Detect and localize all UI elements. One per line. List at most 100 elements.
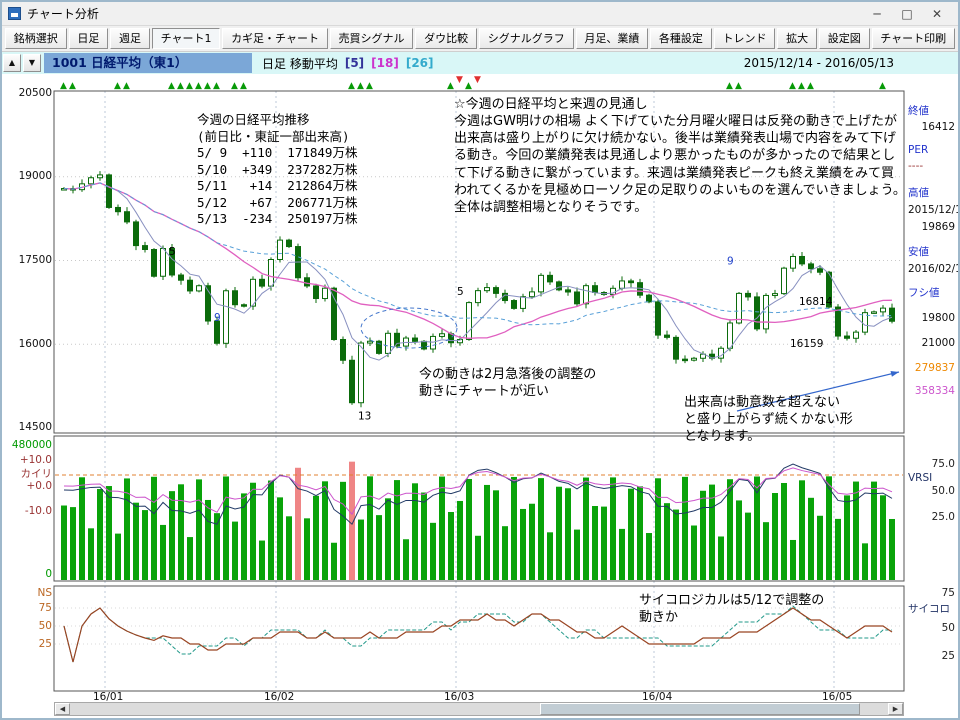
symbol-box[interactable]: 1001 日経平均（東1）	[44, 53, 252, 73]
svg-text:▲: ▲	[204, 81, 211, 91]
sidebar-value-label: 2015/12/18	[908, 204, 958, 216]
axis-label: NS	[37, 587, 52, 599]
svg-text:▲: ▲	[60, 81, 67, 91]
svg-text:▲: ▲	[348, 81, 355, 91]
svg-text:▲: ▲	[240, 81, 247, 91]
sidebar-value-label: 高値	[908, 187, 929, 199]
weekly-outlook: ☆今週の日経平均と来週の見通し 今週はGW明けの相場 よく下げていた分月曜火曜日…	[454, 97, 906, 215]
toolbar-button-10[interactable]: 各種設定	[650, 28, 712, 49]
svg-text:▲: ▲	[357, 81, 364, 91]
toolbar: 銘柄選択 日足 週足 チャート1 カギ足・チャート 売買シグナル ダウ比較 シグナルグラフ 月足…	[2, 26, 958, 52]
ma-period-label: [5]	[344, 56, 365, 70]
scroll-right-arrow-icon[interactable]: ▶	[888, 703, 903, 715]
axis-label: 14500	[18, 421, 52, 433]
svg-text:16/04: 16/04	[642, 691, 673, 703]
ma-legend: [5] [18] [26]	[338, 56, 434, 70]
chart-annotation-layer	[360, 307, 900, 412]
psychological-layer	[63, 605, 893, 663]
axis-label: 0	[45, 568, 52, 580]
pattern-note: 今の動きは2月急落後の調整の 動きにチャートが近い	[419, 367, 597, 400]
axis-label: 20500	[18, 87, 52, 99]
svg-text:▲: ▲	[789, 81, 796, 91]
axis-label: +10.0	[19, 454, 52, 466]
toolbar-button-6[interactable]: 売買シグナル	[329, 28, 414, 49]
sidebar-value-label: 2016/02/12	[908, 263, 958, 275]
svg-text:▲: ▲	[195, 81, 202, 91]
sidebar-value-label: 19800	[921, 312, 955, 324]
axis-label: 17500	[18, 254, 52, 266]
weekly-summary: 今週の日経平均推移 (前日比・東証一部出来高) 5/ 9 +110 171849…	[197, 112, 358, 226]
toolbar-button-2[interactable]: 日足	[68, 28, 109, 49]
svg-text:▲: ▲	[69, 81, 76, 91]
sidebar-value-label: サイコロ	[908, 603, 950, 615]
svg-text:▲: ▲	[735, 81, 742, 91]
scrollbar-track[interactable]	[70, 703, 888, 715]
psych-note: サイコロジカルは5/12で調整の 動きか	[639, 593, 825, 626]
sidebar-value-label: フシ値	[908, 287, 940, 299]
sidebar-value-label: 50.0	[931, 485, 955, 497]
price-chart-canvas[interactable]: 16/01 16/02 16/03 16/04 16/05▲ ▲ ▲ ▲ ▲ ▲ ▲ ▲ ▲ ▲ ▲ ▲ ▲ ▲ ▲…	[2, 74, 958, 719]
signal-marker-layer: ▲ ▲ ▲ ▲ ▲ ▲ ▲ ▲ ▲ ▲ ▲ ▲ ▲ ▲ ▲ ▲ ▲ ▲ ▲ ▲ ▲ ▲ ▲▼ ▼	[60, 75, 886, 91]
sidebar-value-label: VRSI	[908, 472, 933, 484]
panel-frame-layer	[53, 90, 905, 692]
axis-label: 25	[38, 638, 52, 650]
sidebar-value-label: 50	[941, 622, 955, 634]
sidebar-value-label: 19869	[921, 221, 955, 233]
sidebar-value-label: 358334	[914, 385, 955, 397]
toolbar-button-5[interactable]: カギ足・チャート	[222, 28, 328, 49]
symbol-down-button[interactable]: ▼	[23, 54, 41, 72]
volume-note: 出来高は動意数を超えない と盛り上がらず続くかない形 となります。	[684, 395, 853, 445]
toolbar-button-3[interactable]: 週足	[110, 28, 150, 49]
svg-text:16/03: 16/03	[444, 691, 474, 703]
sidebar-value-label: 25	[941, 650, 955, 662]
maximize-button[interactable]: □	[901, 6, 913, 21]
toolbar-button-14[interactable]: チャート印刷	[871, 28, 955, 49]
svg-text:▼: ▼	[474, 75, 481, 85]
price-label-layer: 5 9 13 5 9 16814 16159	[169, 246, 833, 423]
sidebar-value-label: 21000	[921, 337, 955, 349]
sidebar-value-label: ----	[908, 160, 924, 172]
svg-text:▼: ▼	[456, 75, 463, 85]
close-button[interactable]: ✕	[931, 6, 943, 21]
toolbar-button-9[interactable]: 月足、業績	[575, 28, 649, 49]
axis-label: 50	[38, 620, 52, 632]
axis-label: 19000	[18, 170, 52, 182]
volume-bars-layer	[55, 461, 903, 580]
svg-text:▲: ▲	[366, 81, 373, 91]
svg-text:▲: ▲	[798, 81, 805, 91]
oscillator-layer	[63, 463, 893, 526]
scrollbar-thumb[interactable]	[540, 703, 860, 715]
title-bar[interactable]: チャート分析 ─ □ ✕	[2, 2, 958, 26]
axis-label: 480000	[11, 439, 52, 451]
sidebar-value-label: 75.0	[931, 458, 955, 470]
minimize-button[interactable]: ─	[873, 6, 881, 21]
date-range-label: 2015/12/14 - 2016/05/13	[743, 56, 894, 70]
sidebar-value-label: 終値	[908, 105, 929, 117]
svg-text:16159: 16159	[790, 338, 823, 350]
toolbar-button-1[interactable]: 銘柄選択	[5, 28, 67, 49]
scroll-left-arrow-icon[interactable]: ◀	[55, 703, 70, 715]
svg-text:▲: ▲	[465, 81, 472, 91]
sidebar-value-label: PER	[908, 144, 929, 156]
toolbar-button-11[interactable]: トレンド	[713, 28, 776, 49]
toolbar-button-12[interactable]: 拡大	[777, 28, 817, 49]
svg-text:▲: ▲	[123, 81, 130, 91]
axis-label: +0.0	[26, 480, 53, 492]
info-bar: ▲ ▼ 1001 日経平均（東1） 日足 移動平均 [5] [18] [26] 20…	[2, 52, 958, 74]
symbol-up-button[interactable]: ▲	[3, 54, 21, 72]
sidebar-value-label: 279837	[914, 362, 955, 374]
svg-text:16/05: 16/05	[822, 691, 852, 703]
axis-label: 75	[38, 602, 52, 614]
toolbar-button-13[interactable]: 設定図	[818, 28, 870, 49]
ma-period-label: [26]	[405, 56, 434, 70]
toolbar-button-7[interactable]: ダウ比較	[415, 28, 477, 49]
app-icon	[8, 7, 21, 20]
toolbar-button-8[interactable]: シグナルグラフ	[478, 28, 574, 49]
sidebar-value-label: 25.0	[931, 511, 955, 523]
toolbar-button-4[interactable]: チャート1	[151, 28, 221, 49]
chart-area: 16/01 16/02 16/03 16/04 16/05 ▲ ▲ ▲ ▲ ▲ ▲ ▲ ▲ ▲ ▲ ▲ ▲ ▲ ▲ ▲…	[2, 74, 958, 719]
horizontal-scrollbar[interactable]: ◀ ▶	[54, 702, 904, 716]
svg-text:16/02: 16/02	[264, 691, 294, 703]
svg-text:▲: ▲	[447, 81, 454, 91]
